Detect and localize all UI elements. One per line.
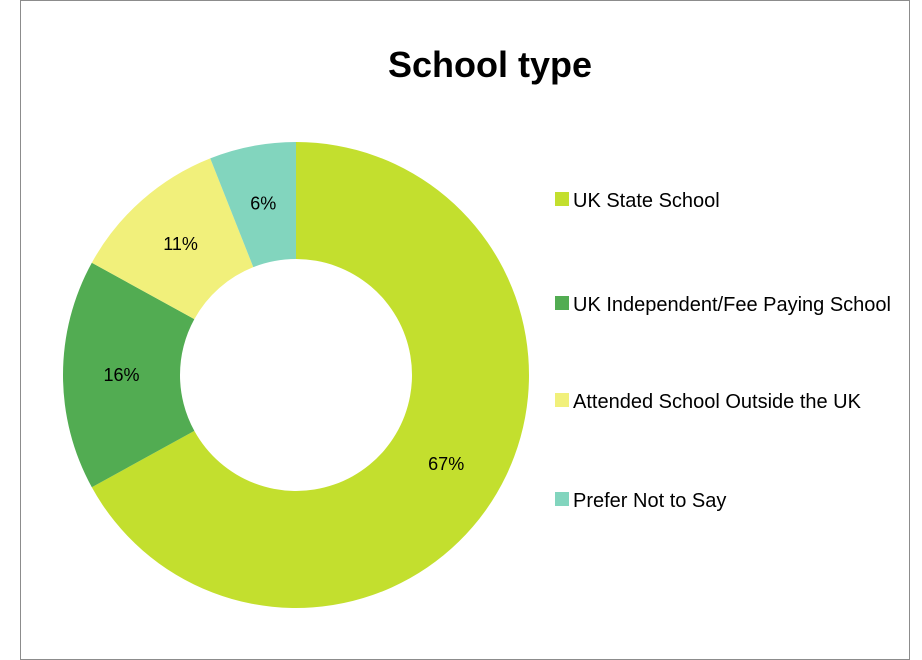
slice-data-label: 11% [163,234,198,254]
legend-label: Prefer Not to Say [573,490,727,512]
chart-title: School type [387,44,593,85]
legend-item-uk-state-school: UK State School [555,186,893,216]
donut-slice-3 [210,142,296,268]
slice-data-label: 16% [103,365,139,385]
legend-item-uk-independent-school: UK Independent/Fee Paying School [555,290,893,320]
legend-swatch [555,492,569,506]
slice-data-label: 6% [250,194,276,214]
legend-swatch [555,393,569,407]
legend-swatch [555,192,569,206]
legend-label: Attended School Outside the UK [573,391,861,413]
legend-item-outside-uk: Attended School Outside the UK [555,387,893,417]
legend-swatch [555,296,569,310]
donut-slice-0 [91,142,530,608]
legend-label: UK State School [573,190,720,212]
donut-slice-2 [91,158,254,320]
legend-label: UK Independent/Fee Paying School [573,294,891,316]
donut-chart: 67% 16% 11% 6% [62,142,530,608]
legend-item-prefer-not-to-say: Prefer Not to Say [555,486,893,516]
donut-slice-1 [62,262,195,488]
slice-data-label: 67% [428,454,464,474]
